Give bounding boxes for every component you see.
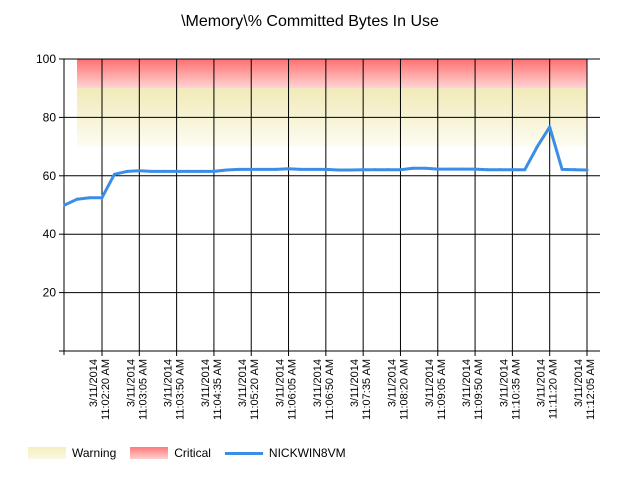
data-point [100,196,104,200]
legend-item-warning: Warning [28,446,116,460]
x-tick-label-time: 11:10:35 AM [510,359,522,420]
x-tick-label-date: 3/11/2014 [424,359,436,407]
x-tick-label-date: 3/11/2014 [498,359,510,407]
legend: Warning Critical NICKWIN8VM [28,446,360,460]
data-point [423,166,427,170]
data-point [386,168,390,172]
data-point [311,167,315,171]
data-point [486,168,490,172]
data-point [535,145,539,149]
legend-label-critical: Critical [174,446,211,460]
data-point [398,168,402,172]
data-point [573,168,577,172]
x-tick-label-date: 3/11/2014 [275,359,287,407]
x-tick-label-date: 3/11/2014 [200,359,212,407]
x-tick-label-date: 3/11/2014 [163,359,175,407]
y-tick-label: 20 [43,286,57,300]
data-point [175,169,179,173]
data-point [436,167,440,171]
x-tick-label-time: 11:06:50 AM [324,359,336,420]
x-tick-label-date: 3/11/2014 [237,359,249,407]
data-point [585,168,589,172]
data-point [299,167,303,171]
legend-label-warning: Warning [72,446,117,460]
data-point [63,203,67,207]
data-point [498,168,502,172]
data-point [249,167,253,171]
data-point [510,168,514,172]
x-tick-label-time: 11:09:50 AM [473,359,485,420]
critical-swatch [130,447,169,459]
data-point [411,166,415,170]
x-tick-label-time: 11:03:05 AM [137,359,149,420]
y-tick-label: 60 [43,169,57,183]
legend-item-critical: Critical [130,446,211,460]
warning-swatch [28,447,66,459]
data-point [75,197,79,201]
data-point [150,169,154,173]
x-tick-label-time: 11:04:35 AM [212,359,224,420]
data-point [212,169,216,173]
x-tick-label-date: 3/11/2014 [312,359,324,407]
x-tick-label-time: 11:05:20 AM [249,359,261,420]
x-tick-label-date: 3/11/2014 [536,359,548,407]
x-tick-label-time: 11:03:50 AM [175,359,187,420]
x-tick-label-date: 3/11/2014 [125,359,137,407]
y-tick-label: 40 [43,227,57,241]
data-point [125,169,129,173]
data-point [187,169,191,173]
data-point [224,168,228,172]
data-point [162,169,166,173]
x-tick-label-time: 11:09:05 AM [436,359,448,420]
data-point [324,167,328,171]
data-point [274,167,278,171]
x-tick-label-time: 11:07:35 AM [361,359,373,420]
data-point [137,169,141,173]
data-point [287,167,291,171]
data-point [112,172,116,176]
data-point [523,168,527,172]
data-point [349,168,353,172]
chart-title: \Memory\% Committed Bytes In Use [181,13,439,30]
y-tick-label: 80 [43,110,57,124]
legend-item-series: NICKWIN8VM [224,446,346,460]
x-tick-label-time: 11:02:20 AM [100,359,112,420]
data-point [448,167,452,171]
critical-band [77,59,587,89]
data-point [473,167,477,171]
data-point [262,167,266,171]
data-point [237,167,241,171]
data-point [361,168,365,172]
x-tick-label-date: 3/11/2014 [386,359,398,407]
data-point [560,167,564,171]
legend-label-series: NICKWIN8VM [268,446,346,460]
x-tick-label-time: 11:08:20 AM [398,359,410,420]
x-tick-label-date: 3/11/2014 [349,359,361,407]
x-tick-label-date: 3/11/2014 [88,359,100,407]
x-tick-label-time: 11:11:20 AM [548,359,560,419]
data-point [336,168,340,172]
y-tick-label: 100 [36,52,56,66]
data-point [199,169,203,173]
data-point [374,168,378,172]
series-line-swatch [224,451,263,455]
data-point [548,125,552,129]
x-tick-label-time: 11:06:05 AM [287,359,299,420]
x-tick-label-time: 11:12:05 AM [585,359,597,420]
data-point [88,196,92,200]
x-tick-label-date: 3/11/2014 [573,359,585,407]
x-tick-label-date: 3/11/2014 [461,359,473,407]
data-point [461,167,465,171]
